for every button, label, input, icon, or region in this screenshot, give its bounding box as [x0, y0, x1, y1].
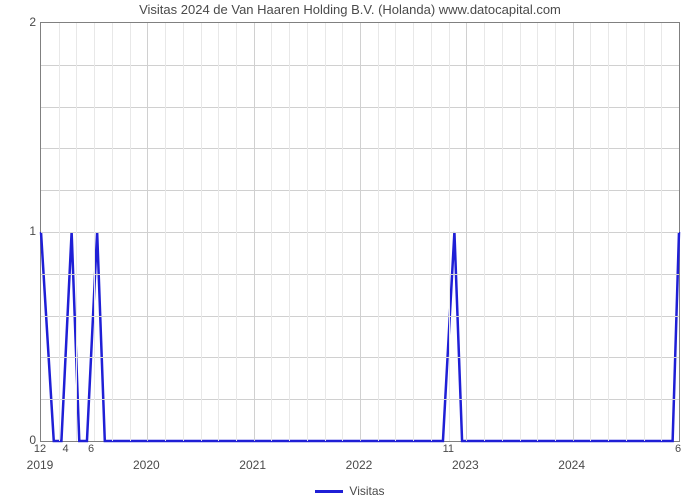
grid-line-v-minor	[555, 23, 556, 441]
grid-line-v-minor	[449, 23, 450, 441]
grid-line-v-minor	[218, 23, 219, 441]
legend-label: Visitas	[349, 484, 384, 498]
grid-line-v-minor	[325, 23, 326, 441]
grid-line-v-minor	[236, 23, 237, 441]
ytick-label: 0	[6, 433, 36, 447]
chart-title: Visitas 2024 de Van Haaren Holding B.V. …	[0, 2, 700, 17]
xtick-major: 2021	[239, 458, 266, 472]
grid-line-v-minor	[76, 23, 77, 441]
grid-line-v-minor	[201, 23, 202, 441]
grid-line-v-minor	[59, 23, 60, 441]
grid-line-v-minor	[431, 23, 432, 441]
xtick-minor: 6	[675, 443, 681, 455]
grid-line-v-minor	[130, 23, 131, 441]
grid-line-v-minor	[502, 23, 503, 441]
grid-line-v-minor	[608, 23, 609, 441]
xtick-major: 2023	[452, 458, 479, 472]
grid-line-v-minor	[626, 23, 627, 441]
grid-line-v-minor	[661, 23, 662, 441]
grid-line-v-minor	[165, 23, 166, 441]
xtick-minor: 11	[443, 443, 454, 455]
xtick-major: 2020	[133, 458, 160, 472]
grid-line-v-minor	[484, 23, 485, 441]
xtick-minor: 12	[34, 443, 46, 455]
grid-line-v-minor	[590, 23, 591, 441]
grid-line-v-minor	[289, 23, 290, 441]
grid-line-v	[254, 23, 255, 441]
grid-line-v	[147, 23, 148, 441]
chart-container: Visitas 2024 de Van Haaren Holding B.V. …	[0, 0, 700, 500]
grid-line-v-minor	[307, 23, 308, 441]
grid-line-v-minor	[112, 23, 113, 441]
grid-line-v-minor	[378, 23, 379, 441]
grid-line-v-minor	[183, 23, 184, 441]
legend-swatch	[315, 490, 343, 493]
grid-line-v	[466, 23, 467, 441]
grid-line-v-minor	[644, 23, 645, 441]
grid-line-v-minor	[395, 23, 396, 441]
grid-line-v-minor	[413, 23, 414, 441]
xtick-minor: 6	[88, 443, 94, 455]
plot-area	[40, 22, 680, 442]
ytick-label: 2	[6, 15, 36, 29]
xtick-major: 2024	[558, 458, 585, 472]
grid-line-v-minor	[342, 23, 343, 441]
grid-line-v	[360, 23, 361, 441]
grid-line-v-minor	[271, 23, 272, 441]
xtick-major: 2019	[27, 458, 54, 472]
grid-line-v-minor	[537, 23, 538, 441]
legend: Visitas	[0, 484, 700, 498]
ytick-label: 1	[6, 224, 36, 238]
xtick-minor: 4	[62, 443, 68, 455]
xtick-major: 2022	[346, 458, 373, 472]
grid-line-v-minor	[520, 23, 521, 441]
grid-line-v-minor	[94, 23, 95, 441]
grid-line-v	[573, 23, 574, 441]
